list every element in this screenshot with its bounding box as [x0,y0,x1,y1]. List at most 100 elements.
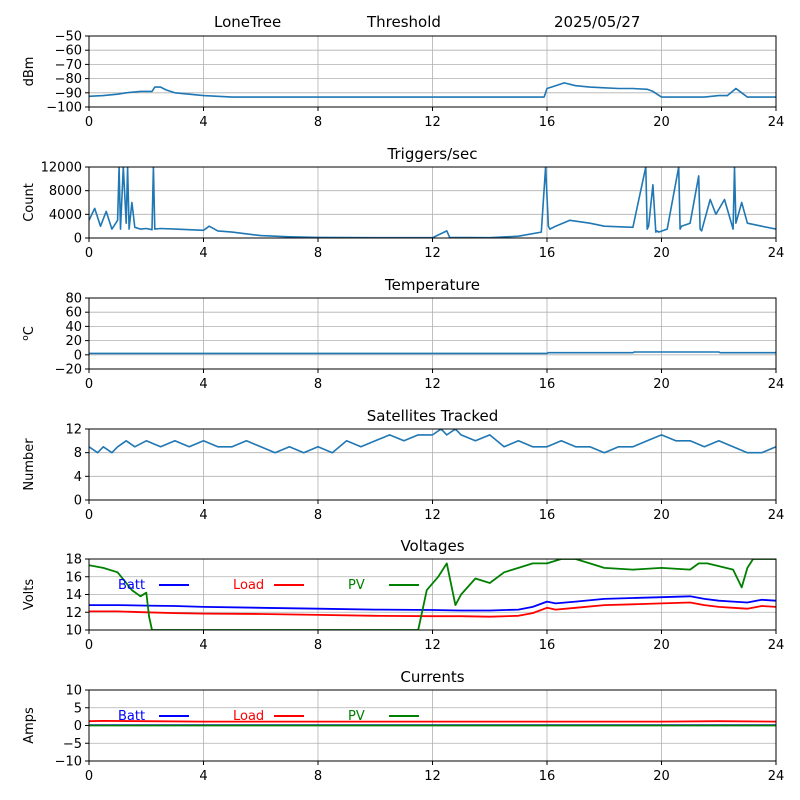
chart-title: Temperature [384,276,480,294]
x-tick-label-1: 4 [199,377,207,392]
y-tick-label-2: 20 [65,334,82,349]
x-tick-label-0: 0 [85,638,93,653]
x-tick-label-5: 20 [653,769,670,784]
x-tick-label-2: 8 [314,115,322,130]
y-tick-label-0: −10 [55,755,82,770]
series-group [89,82,776,98]
chart-panel-0: 0 4 8 12 16 20 24 −100−90−80−70−60−50 dBm [22,30,784,131]
y-axis-label-unit: C [22,326,37,335]
x-tick-label-0: 0 [85,377,93,392]
legend-label-batt: Batt [118,578,145,593]
x-tick-label-5: 20 [653,115,670,130]
y-axis-label-degree: o [21,335,31,341]
header-site: LoneTree [214,13,281,31]
y-tick-label-2: −80 [55,72,82,87]
x-tick-label-0: 0 [85,769,93,784]
y-tick-label-0: 0 [74,494,82,509]
x-tick-label-4: 16 [539,246,556,261]
x-tick-label-2: 8 [314,246,322,261]
y-tick-label-0: −100 [46,101,82,116]
x-tick-label-1: 4 [199,115,207,130]
y-tick-label-4: 10 [65,684,82,699]
series-group [89,429,776,454]
y-tick-label-2: 8 [74,446,82,461]
x-tick-label-3: 12 [424,508,441,523]
header-date: 2025/05/27 [554,13,640,31]
series-line-0 [89,351,776,355]
x-tick-label-5: 20 [653,638,670,653]
x-tick-label-0: 0 [85,246,93,261]
y-tick-label-5: 80 [65,292,82,307]
y-tick-label-3: 12000 [41,161,82,176]
chart-panel-5: 0 4 8 12 16 20 24 −10 −5 0 5 10 Currents Amps Batt Load… [22,668,784,784]
y-tick-label-2: 8000 [49,184,82,199]
x-tick-label-1: 4 [199,638,207,653]
y-tick-label-4: 60 [65,306,82,321]
y-axis-label: Count [22,183,37,222]
y-axis-label: oC [21,326,37,341]
x-tick-label-1: 4 [199,769,207,784]
x-tick-label-3: 12 [424,769,441,784]
x-tick-label-3: 12 [424,115,441,130]
x-tick-label-4: 16 [539,115,556,130]
x-tick-label-6: 24 [768,115,785,130]
x-tick-label-4: 16 [539,769,556,784]
y-tick-label-4: −60 [55,44,82,59]
y-tick-label-1: 12 [65,606,82,621]
figure-header: LoneTree Threshold 2025/05/27 [214,13,640,31]
y-tick-label-1: 4000 [49,208,82,223]
y-tick-label-2: 0 [74,719,82,734]
y-tick-label-4: 18 [65,553,82,568]
chart-title: Triggers/sec [387,145,478,163]
series-line-0 [89,167,776,238]
series-line-load [89,601,776,618]
x-tick-label-2: 8 [314,377,322,392]
x-tick-label-6: 24 [768,377,785,392]
series-line-batt [89,595,776,612]
series-group [89,559,776,630]
series-group [89,167,776,238]
x-tick-label-2: 8 [314,769,322,784]
chart-title: Satellites Tracked [367,407,498,425]
x-tick-label-4: 16 [539,638,556,653]
legend: Batt Load PV [118,578,419,593]
y-tick-label-1: −90 [55,86,82,101]
series-group [89,351,776,355]
x-tick-label-6: 24 [768,508,785,523]
y-tick-label-0: −20 [55,363,82,378]
legend: Batt Load PV [118,709,419,724]
y-tick-label-3: 40 [65,320,82,335]
x-tick-label-3: 12 [424,638,441,653]
legend-label-load: Load [233,709,264,724]
x-tick-label-4: 16 [539,377,556,392]
chart-panel-3: 0 4 8 12 16 20 24 0 4 8 12 Satellites Tracked Number [22,407,784,523]
y-axis-label: Amps [22,707,37,744]
series-line-0 [89,429,776,454]
y-tick-label-0: 0 [74,232,82,247]
chart-panel-1: 0 4 8 12 16 20 24 0 4000 8000 12000 Triggers/sec Cou… [22,145,784,261]
legend-label-load: Load [233,578,264,593]
y-tick-label-5: −50 [55,30,82,45]
x-tick-label-5: 20 [653,508,670,523]
y-tick-label-3: 5 [74,701,82,716]
series-line-load [89,720,776,723]
y-tick-label-0: 10 [65,624,82,639]
x-tick-label-1: 4 [199,508,207,523]
y-tick-label-3: 12 [65,423,82,438]
x-tick-label-4: 16 [539,508,556,523]
series-line-pv [89,559,776,630]
legend-label-pv: PV [348,709,365,724]
series-group [89,720,776,727]
x-tick-label-1: 4 [199,246,207,261]
legend-label-pv: PV [348,578,365,593]
y-axis-label: dBm [22,57,37,87]
x-tick-label-6: 24 [768,638,785,653]
x-tick-label-3: 12 [424,246,441,261]
y-tick-label-3: −70 [55,58,82,73]
y-tick-label-1: 0 [74,348,82,363]
chart-title: Voltages [400,537,464,555]
series-line-0 [89,82,776,98]
